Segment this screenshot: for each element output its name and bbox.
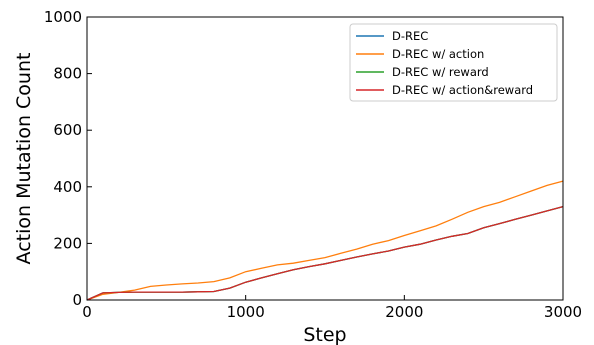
legend-label-3: D-REC w/ action&reward (392, 83, 533, 97)
legend-label-1: D-REC w/ action (392, 47, 484, 61)
legend-label-0: D-REC (392, 29, 428, 43)
series-line-3 (86, 205, 564, 301)
legend-box (349, 23, 558, 102)
legend-label-2: D-REC w/ reward (392, 65, 489, 79)
x-axis-label: Step (303, 324, 346, 345)
x-tick-label: 3000 (544, 303, 582, 321)
x-tick-label: 2000 (385, 303, 423, 321)
axis-ticks: 0 1000 2000 3000 0 200 400 600 800 1000 (44, 8, 582, 321)
x-tick-label: 0 (82, 303, 92, 321)
series-lines (86, 180, 564, 301)
y-tick-label: 400 (53, 178, 82, 196)
y-tick-label: 200 (53, 234, 82, 252)
y-tick-label: 1000 (44, 8, 82, 26)
y-tick-label: 600 (53, 121, 82, 139)
y-tick-label: 0 (72, 291, 82, 309)
plot-frame (86, 16, 564, 301)
x-tick-label: 1000 (227, 303, 265, 321)
legend: D-REC D-REC w/ action D-REC w/ reward D-REC… (349, 23, 558, 102)
y-tick-label: 800 (53, 65, 82, 83)
y-axis-label: Action Mutation Count (13, 53, 35, 265)
series-line-1 (86, 180, 564, 301)
